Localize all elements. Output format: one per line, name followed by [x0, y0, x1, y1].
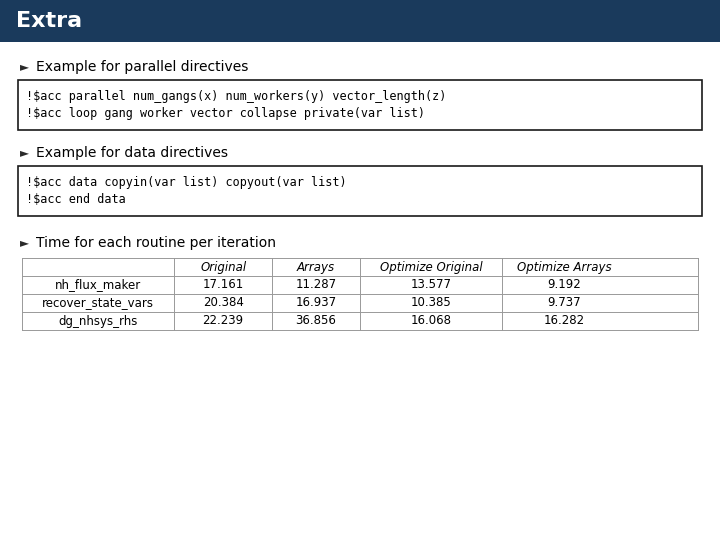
Text: Example for parallel directives: Example for parallel directives — [36, 60, 248, 74]
Text: !$acc end data: !$acc end data — [26, 193, 126, 206]
Text: recover_state_vars: recover_state_vars — [42, 296, 154, 309]
Text: 16.937: 16.937 — [295, 296, 337, 309]
Text: 13.577: 13.577 — [410, 279, 451, 292]
Text: dg_nhsys_rhs: dg_nhsys_rhs — [58, 314, 138, 327]
Text: 10.385: 10.385 — [410, 296, 451, 309]
Text: Arrays: Arrays — [297, 260, 335, 273]
FancyBboxPatch shape — [0, 0, 720, 42]
Text: 16.282: 16.282 — [544, 314, 585, 327]
Text: 17.161: 17.161 — [202, 279, 244, 292]
FancyBboxPatch shape — [18, 166, 702, 216]
Text: !$acc parallel num_gangs(x) num_workers(y) vector_length(z): !$acc parallel num_gangs(x) num_workers(… — [26, 90, 446, 103]
Text: Optimize Original: Optimize Original — [379, 260, 482, 273]
Text: ►: ► — [20, 237, 29, 249]
Text: nh_flux_maker: nh_flux_maker — [55, 279, 141, 292]
Text: Example for data directives: Example for data directives — [36, 146, 228, 160]
Text: ►: ► — [20, 60, 29, 73]
Text: 20.384: 20.384 — [202, 296, 243, 309]
Text: Time for each routine per iteration: Time for each routine per iteration — [36, 236, 276, 250]
Text: ►: ► — [20, 146, 29, 159]
Text: 36.856: 36.856 — [296, 314, 336, 327]
FancyBboxPatch shape — [18, 80, 702, 130]
Text: 22.239: 22.239 — [202, 314, 243, 327]
Text: 9.192: 9.192 — [548, 279, 581, 292]
Text: 16.068: 16.068 — [410, 314, 451, 327]
Text: !$acc data copyin(var list) copyout(var list): !$acc data copyin(var list) copyout(var … — [26, 176, 346, 189]
Text: Original: Original — [200, 260, 246, 273]
Text: 11.287: 11.287 — [295, 279, 337, 292]
Text: Optimize Arrays: Optimize Arrays — [517, 260, 612, 273]
Text: !$acc loop gang worker vector collapse private(var list): !$acc loop gang worker vector collapse p… — [26, 107, 425, 120]
Text: Extra: Extra — [16, 11, 82, 31]
Text: 9.737: 9.737 — [548, 296, 581, 309]
